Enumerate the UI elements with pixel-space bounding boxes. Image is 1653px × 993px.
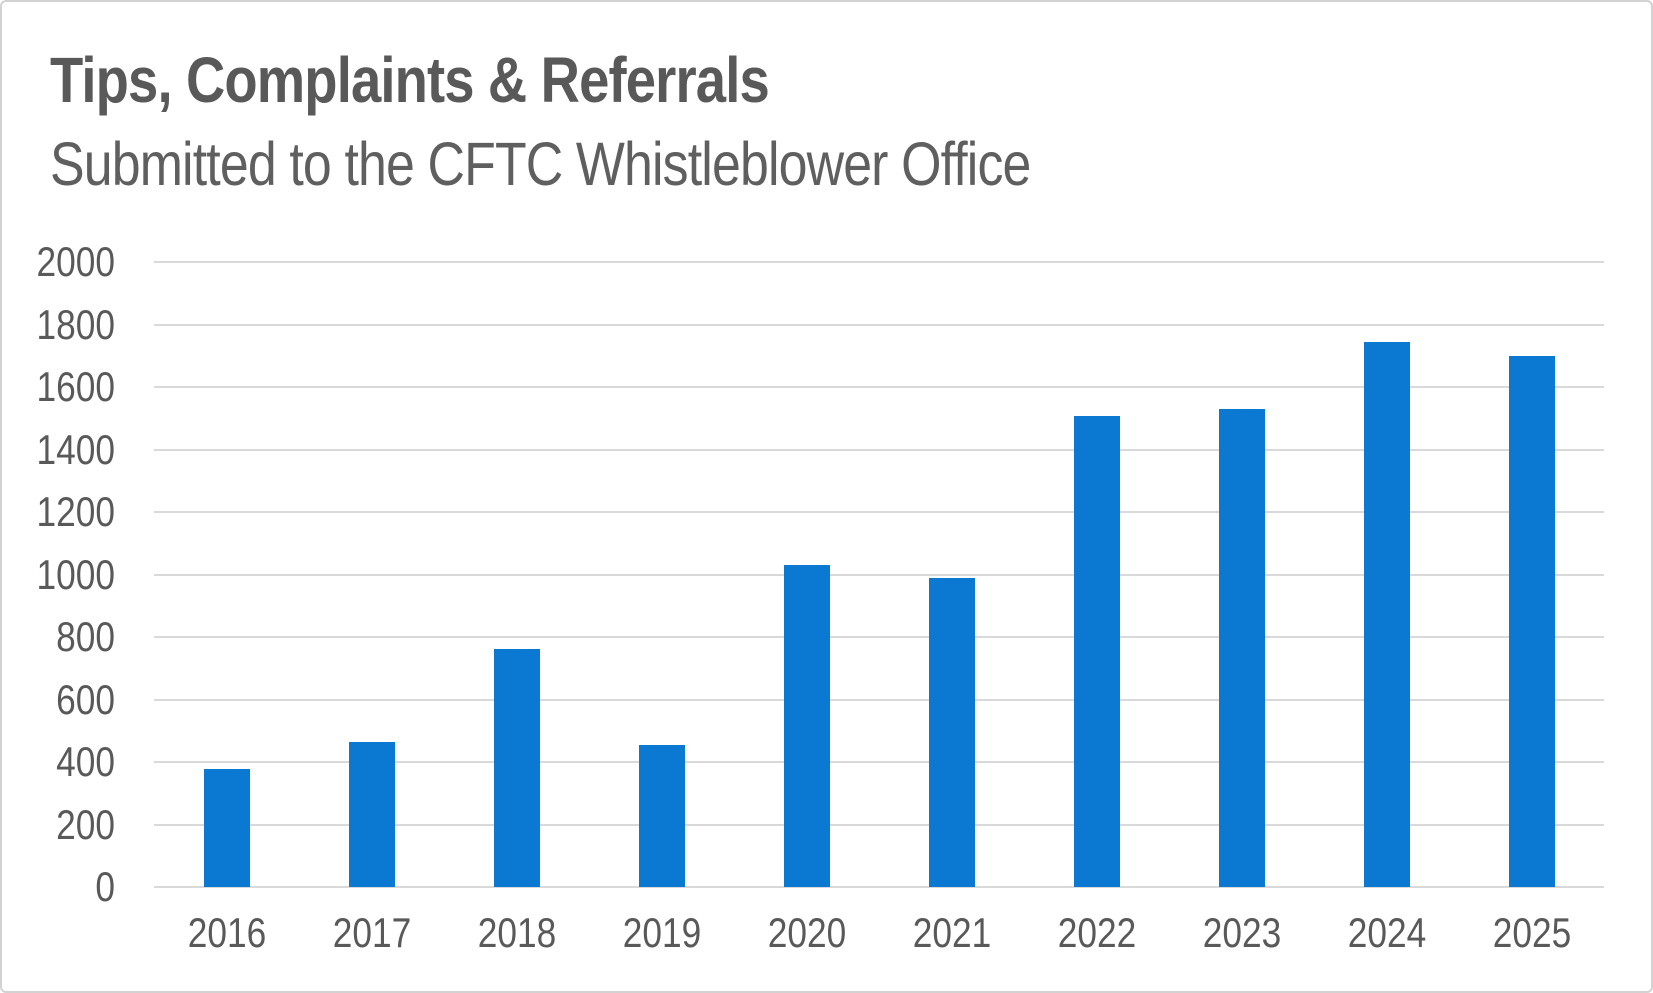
gridline-0 (154, 886, 1604, 888)
y-tick-label-600: 600 (56, 675, 115, 723)
gridline-1800 (154, 323, 1604, 326)
x-tick-label-2022: 2022 (1057, 909, 1136, 956)
x-tick-label-2017: 2017 (332, 909, 411, 956)
gridline-400 (154, 761, 1604, 763)
bar-2016 (203, 769, 250, 887)
x-tick-label-2018: 2018 (477, 909, 556, 956)
x-tick-label-2016: 2016 (187, 909, 266, 956)
y-tick-label-1400: 1400 (36, 425, 116, 473)
bar-2023 (1218, 409, 1265, 887)
bar-2019 (638, 745, 685, 887)
y-tick-label-400: 400 (56, 738, 115, 785)
gridline-1400 (154, 448, 1604, 451)
x-tick-label-2023: 2023 (1202, 909, 1281, 956)
y-tick-label-1000: 1000 (36, 550, 116, 598)
bar-2021 (928, 578, 975, 887)
y-tick-label-2000: 2000 (36, 238, 116, 285)
gridline-1200 (154, 511, 1604, 513)
chart-subtitle: Submitted to the CFTC Whistleblower Offi… (50, 130, 1031, 198)
x-tick-label-2024: 2024 (1347, 909, 1426, 956)
x-tick-label-2020: 2020 (767, 909, 846, 956)
gridline-800 (154, 636, 1604, 638)
chart-title: Tips, Complaints & Referrals (50, 44, 770, 116)
bar-2018 (493, 649, 540, 887)
y-tick-label-800: 800 (56, 613, 115, 660)
y-tick-label-1200: 1200 (36, 488, 116, 535)
y-tick-label-200: 200 (56, 800, 115, 848)
bar-2020 (783, 565, 830, 887)
bar-2024 (1363, 342, 1410, 887)
bar-2022 (1073, 416, 1120, 887)
gridline-600 (154, 698, 1604, 701)
gridline-200 (154, 823, 1604, 826)
bar-2025 (1508, 356, 1555, 887)
y-tick-label-1800: 1800 (36, 300, 116, 348)
gridline-2000 (154, 261, 1604, 263)
y-tick-label-0: 0 (95, 863, 115, 910)
x-tick-label-2021: 2021 (912, 909, 991, 956)
bar-2017 (348, 742, 395, 887)
gridline-1600 (154, 386, 1604, 388)
x-tick-label-2019: 2019 (622, 909, 701, 956)
y-tick-label-1600: 1600 (36, 363, 116, 410)
gridline-1000 (154, 573, 1604, 576)
x-tick-label-2025: 2025 (1492, 909, 1571, 956)
